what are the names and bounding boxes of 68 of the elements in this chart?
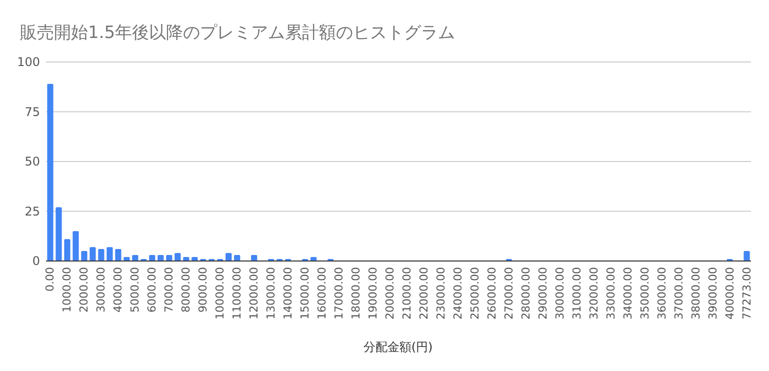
- x-tick-label: 29000.00: [536, 267, 550, 320]
- bar: [64, 239, 70, 261]
- x-tick-label: 34000.00: [621, 267, 634, 320]
- x-tick-label: 37000.00: [672, 267, 686, 320]
- x-tick-label: 16000.00: [316, 267, 329, 320]
- x-tick-label: 27000.00: [502, 267, 516, 320]
- bar: [234, 255, 240, 261]
- x-tick-label: 23000.00: [434, 267, 448, 320]
- x-tick-label: 24000.00: [451, 267, 464, 320]
- x-tick-label: 36000.00: [655, 267, 668, 320]
- bar: [174, 253, 181, 261]
- x-tick-label: 3000.00: [94, 267, 108, 312]
- y-tick-label: 100: [17, 55, 40, 69]
- x-tick-label: 31000.00: [570, 267, 584, 320]
- x-axis-title: 分配金額(円): [363, 340, 433, 354]
- x-tick-label: 8000.00: [180, 267, 193, 312]
- x-tick-label: 18000.00: [350, 267, 363, 320]
- x-tick-label: 17000.00: [332, 267, 346, 320]
- bar: [106, 247, 113, 261]
- bar: [115, 249, 122, 261]
- bar: [81, 251, 88, 261]
- x-tick-label: 28000.00: [519, 267, 532, 320]
- chart-title: 販売開始1.5年後以降のプレミアム累計額のヒストグラム: [20, 23, 456, 43]
- x-tick-label: 38000.00: [689, 267, 702, 320]
- x-tick-label: 13000.00: [264, 267, 278, 320]
- x-tick-label: 32000.00: [587, 267, 600, 320]
- bar: [56, 207, 62, 261]
- x-tick-label: 30000.00: [553, 267, 566, 320]
- x-tick-label: 2000.00: [78, 267, 91, 312]
- y-tick-label: 0: [32, 254, 40, 268]
- x-tick-label: 22000.00: [417, 267, 430, 320]
- bar: [149, 255, 156, 261]
- x-tick-label: 9000.00: [196, 267, 210, 312]
- x-tick-label: 7000.00: [162, 267, 176, 312]
- x-tick-label: 26000.00: [485, 267, 498, 320]
- x-tick-label: 20000.00: [384, 267, 397, 320]
- x-tick-label: 25000.00: [468, 267, 482, 320]
- y-tick-label: 25: [24, 204, 40, 218]
- bar: [251, 255, 258, 261]
- y-tick-label: 75: [24, 104, 40, 119]
- x-tick-label: 1000.00: [60, 267, 74, 312]
- x-tick-label: 11000.00: [230, 267, 244, 320]
- x-tick-label: 14000.00: [282, 267, 295, 320]
- bar: [98, 249, 104, 261]
- y-tick-label: 50: [24, 154, 40, 168]
- bar: [158, 255, 164, 261]
- x-tick-label: 40000.00: [723, 267, 736, 320]
- x-tick-label: 77273.00: [740, 267, 754, 320]
- bar: [132, 255, 138, 261]
- x-tick-label: 4000.00: [112, 267, 125, 312]
- x-tick-label: 10000.00: [214, 267, 227, 320]
- x-tick-label: 21000.00: [400, 267, 414, 320]
- x-tick-label: 35000.00: [638, 267, 652, 320]
- x-tick-label: 19000.00: [366, 267, 380, 320]
- bar: [90, 247, 96, 261]
- x-tick-label: 12000.00: [248, 267, 261, 320]
- bar: [124, 257, 130, 261]
- x-tick-label: 5000.00: [128, 267, 142, 312]
- bar: [47, 84, 54, 261]
- bar: [226, 253, 232, 261]
- x-tick-label: 39000.00: [706, 267, 720, 320]
- x-tick-label: 33000.00: [604, 267, 618, 320]
- bar: [72, 231, 79, 261]
- bar: [744, 251, 750, 261]
- x-tick-label: 6000.00: [146, 267, 159, 312]
- bar: [166, 255, 172, 261]
- x-tick-label: 15000.00: [298, 267, 312, 320]
- x-tick-label: 0.00: [44, 267, 57, 292]
